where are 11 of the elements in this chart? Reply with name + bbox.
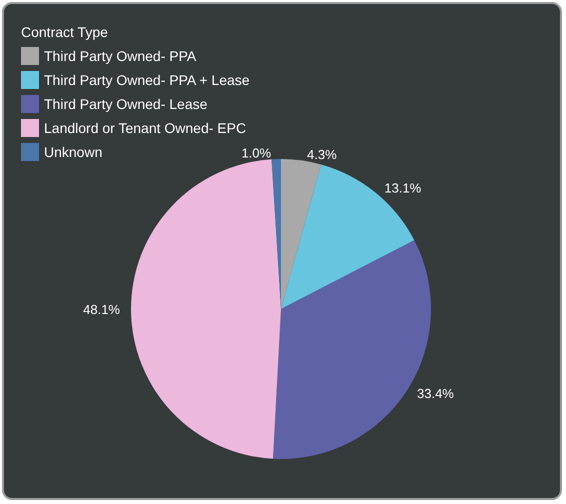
legend-label: Third Party Owned- PPA: [44, 48, 197, 64]
legend-label: Third Party Owned- Lease: [44, 96, 208, 112]
data-label: 1.0%: [241, 146, 272, 161]
legend-label: Third Party Owned- PPA + Lease: [44, 72, 250, 88]
data-label: 13.1%: [384, 180, 422, 196]
data-label: 33.4%: [417, 386, 454, 402]
data-label: 48.1%: [83, 302, 120, 318]
legend-label: Unknown: [44, 144, 102, 160]
legend-title: Contract Type: [21, 24, 108, 40]
legend-label: Landlord or Tenant Owned- EPC: [44, 120, 246, 136]
data-label: 4.3%: [307, 146, 338, 162]
